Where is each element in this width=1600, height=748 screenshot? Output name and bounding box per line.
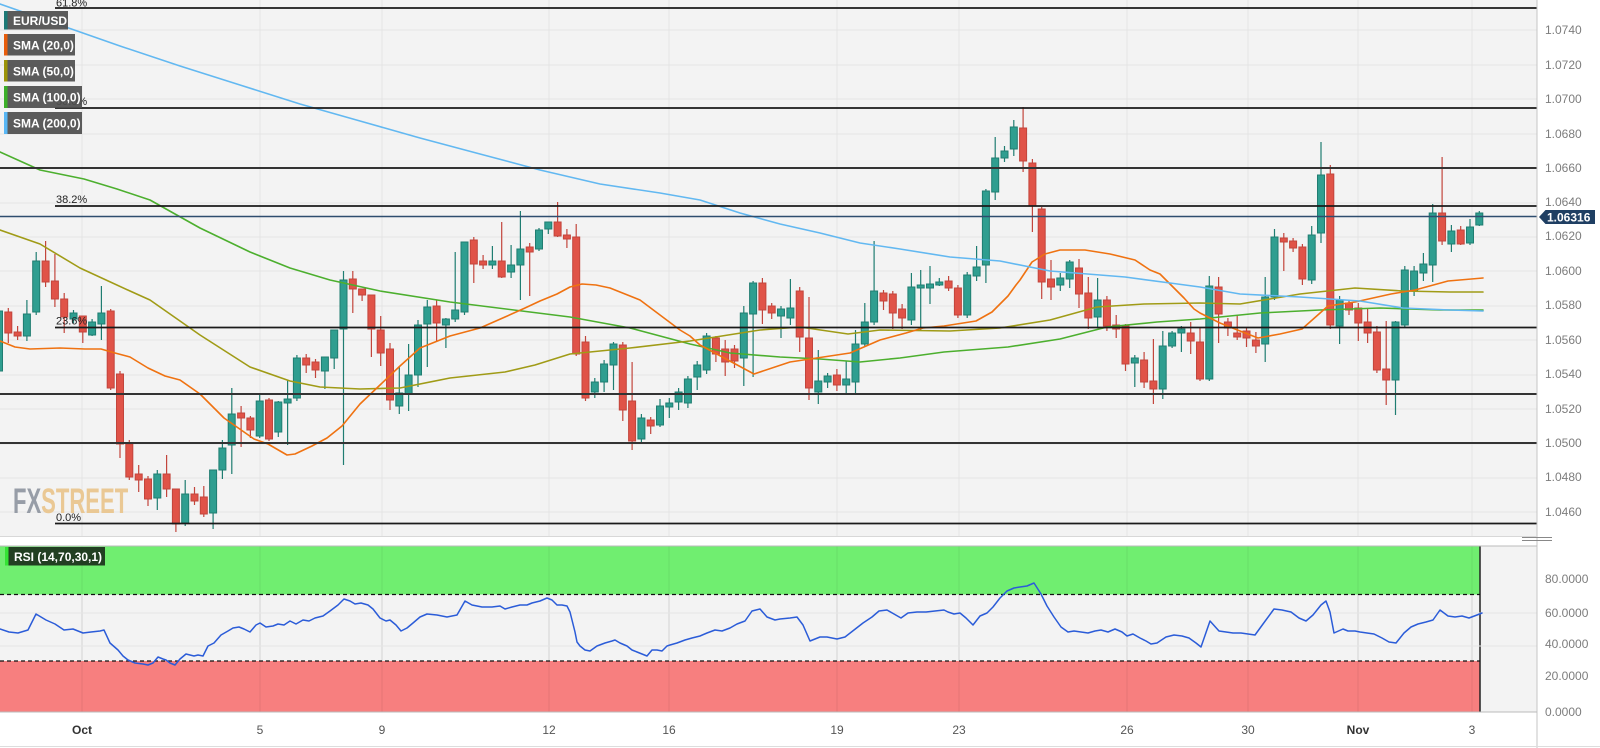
svg-text:1.0700: 1.0700: [1545, 92, 1582, 106]
svg-text:SMA (20,0): SMA (20,0): [13, 38, 74, 52]
svg-text:12: 12: [542, 723, 556, 737]
svg-text:Nov: Nov: [1347, 723, 1370, 737]
svg-text:1.0720: 1.0720: [1545, 58, 1582, 72]
svg-text:SMA (200,0): SMA (200,0): [13, 117, 81, 131]
svg-text:1.0540: 1.0540: [1545, 367, 1582, 381]
svg-text:SMA (50,0): SMA (50,0): [13, 64, 74, 78]
svg-text:5: 5: [257, 723, 264, 737]
svg-text:61.8%: 61.8%: [56, 0, 87, 10]
svg-text:EUR/USD: EUR/USD: [13, 14, 67, 28]
svg-text:30: 30: [1241, 723, 1255, 737]
svg-text:RSI (14,70,30,1): RSI (14,70,30,1): [14, 550, 102, 564]
svg-text:0.0%: 0.0%: [56, 512, 81, 524]
svg-text:26: 26: [1120, 723, 1134, 737]
svg-text:40.0000: 40.0000: [1545, 637, 1589, 651]
svg-text:1.0640: 1.0640: [1545, 195, 1582, 209]
svg-text:1.0660: 1.0660: [1545, 161, 1582, 175]
svg-text:80.0000: 80.0000: [1545, 572, 1589, 586]
svg-text:1.0600: 1.0600: [1545, 264, 1582, 278]
svg-text:38.2%: 38.2%: [56, 194, 87, 206]
svg-text:23.6%: 23.6%: [56, 316, 87, 328]
svg-text:FXSTREET: FXSTREET: [13, 483, 128, 521]
svg-text:Oct: Oct: [72, 723, 92, 737]
svg-text:1.0620: 1.0620: [1545, 229, 1582, 243]
svg-text:1.0680: 1.0680: [1545, 127, 1582, 141]
svg-text:1.0500: 1.0500: [1545, 436, 1582, 450]
svg-text:23: 23: [952, 723, 966, 737]
svg-text:1.0580: 1.0580: [1545, 298, 1582, 312]
svg-text:1.0560: 1.0560: [1545, 333, 1582, 347]
svg-text:1.0460: 1.0460: [1545, 505, 1582, 519]
svg-text:0.0000: 0.0000: [1545, 705, 1582, 719]
svg-text:20.0000: 20.0000: [1545, 669, 1589, 683]
svg-text:1.0480: 1.0480: [1545, 470, 1582, 484]
svg-text:16: 16: [662, 723, 676, 737]
svg-text:60.0000: 60.0000: [1545, 606, 1589, 620]
svg-text:19: 19: [830, 723, 844, 737]
svg-text:1.0740: 1.0740: [1545, 23, 1582, 37]
svg-text:9: 9: [379, 723, 386, 737]
svg-text:1.0520: 1.0520: [1545, 402, 1582, 416]
svg-text:1.06316: 1.06316: [1547, 211, 1591, 225]
svg-text:SMA (100,0): SMA (100,0): [13, 91, 81, 105]
svg-text:3: 3: [1469, 723, 1476, 737]
